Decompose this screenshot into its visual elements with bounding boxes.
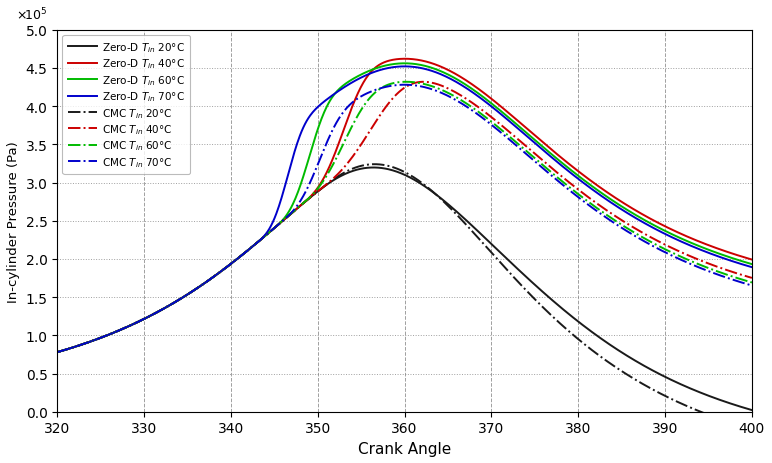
Zero-D $T_{in}$ 20°C [496, 250, 506, 256]
CMC $T_{in}$ 70°C [457, 101, 466, 107]
Zero-D $T_{in}$ 70°C [747, 265, 757, 270]
Zero-D $T_{in}$ 70°C [496, 112, 506, 118]
Zero-D $T_{in}$ 60°C [52, 350, 62, 355]
CMC $T_{in}$ 40°C [475, 106, 484, 112]
Zero-D $T_{in}$ 20°C [457, 214, 466, 219]
CMC $T_{in}$ 40°C [52, 350, 62, 355]
CMC $T_{in}$ 60°C [652, 243, 661, 248]
CMC $T_{in}$ 70°C [52, 350, 62, 355]
Zero-D $T_{in}$ 40°C [747, 257, 757, 263]
Line: CMC $T_{in}$ 20°C: CMC $T_{in}$ 20°C [57, 165, 752, 429]
Line: Zero-D $T_{in}$ 60°C: Zero-D $T_{in}$ 60°C [57, 64, 752, 352]
Zero-D $T_{in}$ 70°C [652, 227, 661, 233]
Line: Zero-D $T_{in}$ 20°C: Zero-D $T_{in}$ 20°C [57, 168, 752, 410]
CMC $T_{in}$ 20°C [581, 342, 590, 348]
CMC $T_{in}$ 20°C [747, 426, 757, 432]
CMC $T_{in}$ 60°C [475, 111, 484, 116]
CMC $T_{in}$ 70°C [475, 114, 484, 119]
CMC $T_{in}$ 40°C [747, 275, 757, 281]
Text: $\times\!10^5$: $\times\!10^5$ [15, 6, 47, 23]
Zero-D $T_{in}$ 60°C [401, 62, 410, 67]
X-axis label: Crank Angle: Crank Angle [358, 441, 451, 456]
Zero-D $T_{in}$ 70°C [581, 182, 590, 188]
Line: Zero-D $T_{in}$ 70°C: Zero-D $T_{in}$ 70°C [57, 67, 752, 352]
CMC $T_{in}$ 60°C [747, 280, 757, 286]
Zero-D $T_{in}$ 70°C [457, 83, 466, 88]
CMC $T_{in}$ 20°C [475, 238, 484, 243]
Zero-D $T_{in}$ 70°C [399, 64, 408, 70]
Zero-D $T_{in}$ 60°C [457, 80, 466, 86]
CMC $T_{in}$ 70°C [401, 83, 410, 88]
Zero-D $T_{in}$ 60°C [652, 224, 661, 230]
Zero-D $T_{in}$ 60°C [581, 179, 590, 184]
CMC $T_{in}$ 60°C [95, 336, 104, 341]
Zero-D $T_{in}$ 40°C [496, 104, 506, 110]
Zero-D $T_{in}$ 40°C [581, 174, 590, 180]
CMC $T_{in}$ 40°C [652, 238, 661, 244]
CMC $T_{in}$ 40°C [95, 336, 104, 341]
Zero-D $T_{in}$ 20°C [52, 350, 62, 355]
Zero-D $T_{in}$ 20°C [581, 324, 590, 330]
CMC $T_{in}$ 70°C [95, 336, 104, 341]
CMC $T_{in}$ 40°C [496, 123, 506, 128]
Zero-D $T_{in}$ 60°C [475, 93, 484, 98]
CMC $T_{in}$ 60°C [457, 98, 466, 104]
Legend: Zero-D $T_{in}$ 20°C, Zero-D $T_{in}$ 40°C, Zero-D $T_{in}$ 60°C, Zero-D $T_{in}: Zero-D $T_{in}$ 20°C, Zero-D $T_{in}$ 40… [63, 36, 190, 175]
CMC $T_{in}$ 60°C [496, 127, 506, 133]
Line: CMC $T_{in}$ 60°C: CMC $T_{in}$ 60°C [57, 82, 752, 352]
Zero-D $T_{in}$ 70°C [475, 95, 484, 101]
Zero-D $T_{in}$ 60°C [747, 262, 757, 267]
Zero-D $T_{in}$ 20°C [95, 336, 104, 341]
CMC $T_{in}$ 40°C [581, 193, 590, 198]
CMC $T_{in}$ 70°C [496, 130, 506, 136]
CMC $T_{in}$ 20°C [496, 261, 506, 266]
Zero-D $T_{in}$ 40°C [401, 57, 410, 63]
Zero-D $T_{in}$ 60°C [95, 336, 104, 341]
CMC $T_{in}$ 60°C [401, 80, 411, 85]
Line: Zero-D $T_{in}$ 40°C: Zero-D $T_{in}$ 40°C [57, 60, 752, 352]
Zero-D $T_{in}$ 70°C [95, 336, 104, 341]
Zero-D $T_{in}$ 20°C [747, 407, 757, 413]
CMC $T_{in}$ 70°C [581, 200, 590, 206]
Y-axis label: In-cylinder Pressure (Pa): In-cylinder Pressure (Pa) [7, 141, 20, 302]
CMC $T_{in}$ 20°C [652, 389, 661, 394]
CMC $T_{in}$ 70°C [747, 283, 757, 289]
Zero-D $T_{in}$ 60°C [496, 109, 506, 114]
CMC $T_{in}$ 60°C [52, 350, 62, 355]
Zero-D $T_{in}$ 20°C [652, 370, 661, 375]
CMC $T_{in}$ 70°C [652, 245, 661, 251]
CMC $T_{in}$ 40°C [418, 80, 428, 85]
Zero-D $T_{in}$ 20°C [369, 165, 378, 171]
CMC $T_{in}$ 20°C [370, 162, 379, 168]
CMC $T_{in}$ 20°C [52, 350, 62, 355]
Line: CMC $T_{in}$ 70°C: CMC $T_{in}$ 70°C [57, 86, 752, 352]
CMC $T_{in}$ 60°C [581, 197, 590, 203]
Zero-D $T_{in}$ 40°C [95, 336, 104, 341]
Zero-D $T_{in}$ 20°C [475, 231, 484, 236]
Line: CMC $T_{in}$ 40°C: CMC $T_{in}$ 40°C [57, 82, 752, 352]
Zero-D $T_{in}$ 40°C [652, 219, 661, 225]
CMC $T_{in}$ 20°C [95, 336, 104, 341]
CMC $T_{in}$ 20°C [457, 218, 466, 223]
Zero-D $T_{in}$ 40°C [457, 75, 466, 81]
CMC $T_{in}$ 40°C [457, 94, 466, 100]
Zero-D $T_{in}$ 40°C [475, 88, 484, 94]
Zero-D $T_{in}$ 40°C [52, 350, 62, 355]
Zero-D $T_{in}$ 70°C [52, 350, 62, 355]
